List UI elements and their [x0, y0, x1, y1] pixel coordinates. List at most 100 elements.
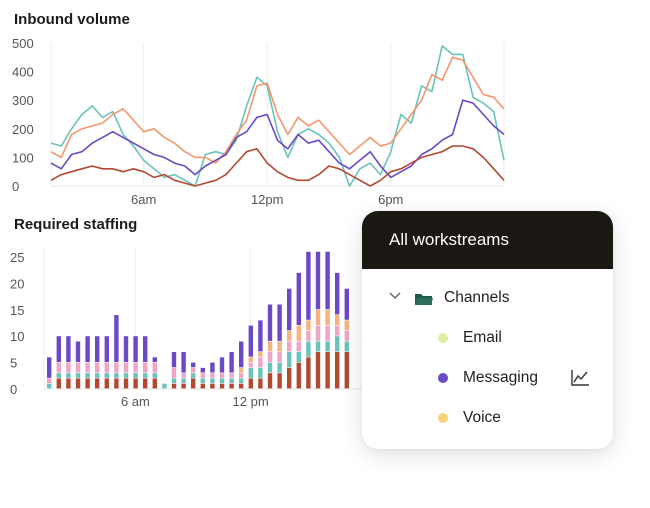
- bar-segment: [287, 341, 292, 352]
- bar-segment: [239, 383, 244, 389]
- bar-segment: [306, 251, 311, 320]
- inbound-volume-chart: 0 100 200 300 400 500 6am 12pm 6pm: [12, 36, 505, 207]
- y-tick-label: 100: [12, 150, 34, 165]
- y-tick-label: 300: [12, 93, 34, 108]
- bar-segment: [181, 352, 186, 373]
- chevron-down-icon[interactable]: [388, 291, 402, 301]
- bar-segment: [47, 383, 52, 389]
- bar-segment: [325, 325, 330, 341]
- bar-segment: [306, 357, 311, 389]
- bar-segment: [315, 352, 321, 389]
- bar-segment: [200, 373, 205, 378]
- bar-segment: [133, 373, 138, 378]
- bar-segment: [267, 304, 273, 341]
- bar-segment: [85, 378, 90, 389]
- y-tick-label: 15: [10, 303, 24, 318]
- bar-segment: [287, 330, 292, 341]
- bar-segment: [114, 315, 119, 362]
- bar-segment: [66, 373, 71, 378]
- bar-segment: [56, 373, 61, 378]
- bar-segment: [315, 341, 321, 352]
- y-tick-label: 400: [12, 65, 34, 80]
- y-tick-label: 500: [12, 36, 34, 51]
- x-tick-label: 6pm: [378, 192, 403, 207]
- y-tick-label: 20: [10, 276, 24, 291]
- bar-segment: [210, 378, 215, 384]
- bar-segment: [258, 320, 263, 352]
- bar-segment: [306, 330, 311, 341]
- bar-segment: [315, 309, 321, 326]
- bar-segment: [267, 352, 273, 362]
- workstream-item-messaging[interactable]: Messaging: [438, 369, 538, 387]
- bar-segment: [277, 362, 282, 373]
- bar-segment: [219, 357, 225, 373]
- bar-segment: [75, 373, 81, 378]
- bar-segment: [95, 336, 100, 362]
- bar-segment: [152, 378, 157, 389]
- bar-segment: [296, 341, 301, 352]
- bar-segment: [277, 304, 282, 341]
- series-line-0: [50, 45, 505, 187]
- bar-segment: [66, 378, 71, 389]
- workstreams-panel-title: All workstreams: [362, 211, 613, 269]
- bar-segment: [143, 378, 148, 389]
- bar-segment: [143, 362, 148, 373]
- bar-segment: [162, 383, 167, 389]
- bar-segment: [210, 383, 215, 389]
- bar-segment: [344, 330, 349, 341]
- bar-segment: [66, 362, 71, 373]
- bar-segment: [200, 383, 205, 389]
- email-color-dot: [438, 333, 448, 343]
- bar-segment: [85, 336, 90, 362]
- bar-segment: [95, 373, 100, 378]
- bar-segment: [181, 378, 186, 384]
- bar-segment: [296, 362, 301, 389]
- bar-segment: [75, 341, 81, 362]
- bar-segment: [171, 352, 177, 368]
- bar-segment: [335, 336, 340, 352]
- bar-segment: [239, 367, 244, 373]
- bar-segment: [123, 336, 129, 362]
- bar-segment: [75, 362, 81, 373]
- workstream-item-voice[interactable]: Voice: [438, 409, 501, 427]
- bar-segment: [123, 378, 129, 389]
- channels-folder-row[interactable]: Channels: [444, 289, 510, 307]
- series-line-3: [50, 145, 505, 187]
- bar-segment: [335, 315, 340, 326]
- voice-color-dot: [438, 413, 448, 423]
- bar-segment: [344, 288, 349, 320]
- bar-segment: [258, 357, 263, 368]
- messaging-color-dot: [438, 373, 448, 383]
- bar-segment: [335, 352, 340, 389]
- bar-segment: [267, 362, 273, 373]
- bar-segment: [248, 325, 253, 357]
- bar-segment: [258, 352, 263, 357]
- bar-segment: [306, 341, 311, 357]
- bar-segment: [219, 383, 225, 389]
- bar-segment: [296, 352, 301, 362]
- bar-segment: [200, 378, 205, 384]
- bar-segment: [229, 378, 234, 384]
- bar-segment: [56, 336, 61, 362]
- bar-segment: [258, 378, 263, 389]
- bar-segment: [85, 373, 90, 378]
- bar-segment: [152, 362, 157, 373]
- bar-segment: [344, 320, 349, 331]
- series-line-1: [50, 56, 505, 164]
- workstream-label: Messaging: [463, 369, 538, 386]
- bar-segment: [248, 357, 253, 362]
- workstream-item-email[interactable]: Email: [438, 329, 502, 347]
- bar-segment: [133, 362, 138, 373]
- line-chart-icon[interactable]: [570, 369, 590, 387]
- bar-segment: [258, 367, 263, 378]
- bar-segment: [143, 336, 148, 362]
- bar-segment: [344, 341, 349, 352]
- bar-segment: [171, 383, 177, 389]
- required-staffing-title: Required staffing: [14, 216, 138, 233]
- bar-segment: [114, 373, 119, 378]
- workstream-label: Voice: [463, 409, 501, 426]
- y-tick-label: 25: [10, 250, 24, 265]
- bar-segment: [277, 341, 282, 352]
- bar-segment: [315, 325, 321, 341]
- series-line-2: [50, 99, 505, 179]
